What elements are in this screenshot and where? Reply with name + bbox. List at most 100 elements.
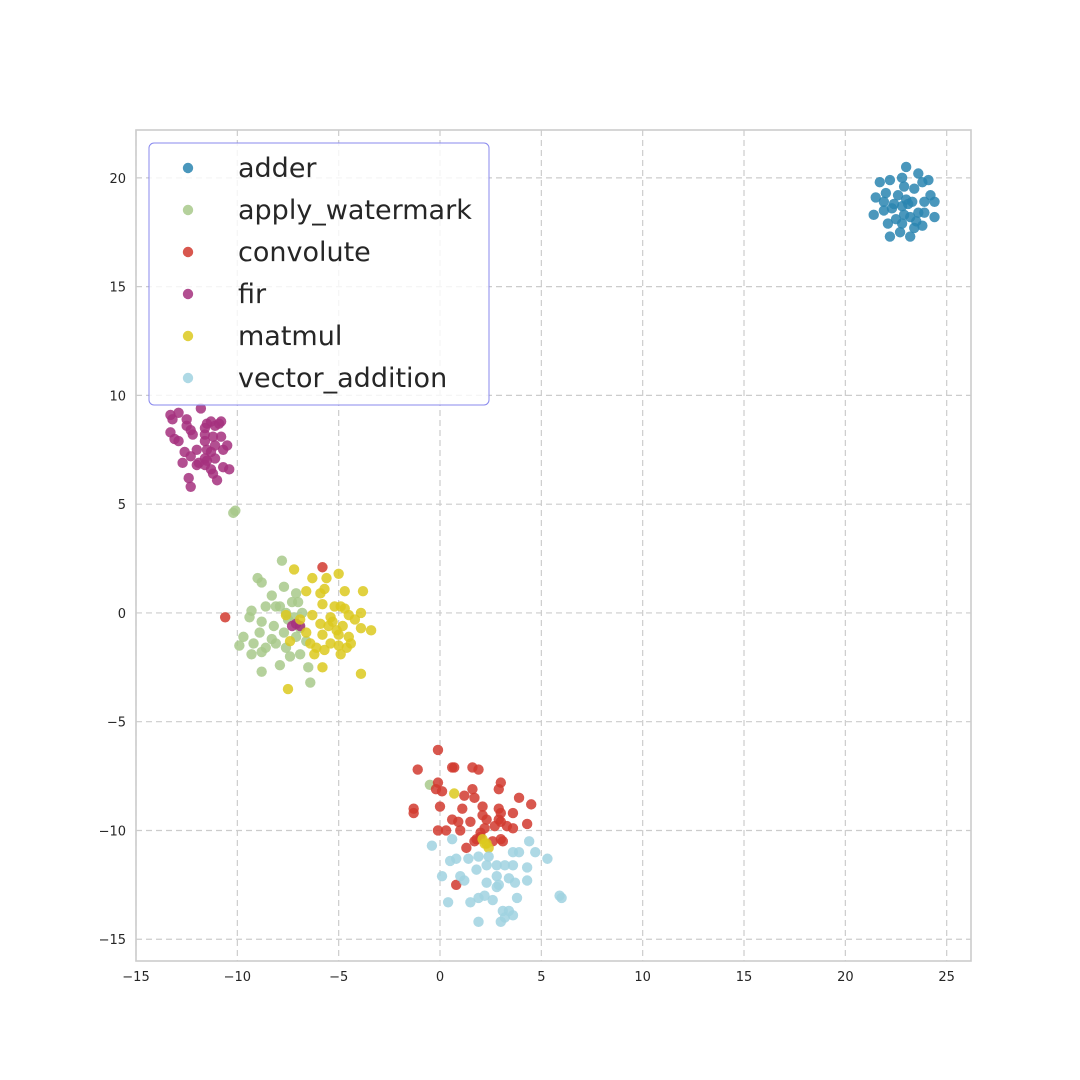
data-point [481, 860, 492, 871]
data-point [511, 892, 523, 904]
data-point [292, 596, 304, 608]
data-point [187, 429, 198, 440]
data-point [333, 640, 344, 651]
data-point [469, 836, 480, 847]
data-point [219, 612, 231, 623]
legend-label: adder [238, 153, 317, 184]
data-point [321, 572, 332, 584]
data-point [453, 816, 464, 827]
data-point [274, 659, 286, 671]
data-point [185, 481, 196, 492]
data-point [191, 444, 203, 455]
data-point [301, 627, 312, 638]
data-point [896, 218, 908, 229]
data-point [286, 620, 298, 632]
data-point [173, 407, 184, 419]
data-point [315, 588, 326, 599]
series-convolute [219, 562, 537, 891]
data-point [177, 457, 188, 469]
data-point [442, 897, 454, 908]
data-point [909, 183, 920, 194]
data-point [513, 792, 525, 804]
data-point [451, 853, 462, 864]
data-point [305, 677, 316, 688]
series-adder [868, 161, 940, 242]
data-point [434, 801, 446, 812]
data-point [888, 198, 900, 210]
data-point [487, 894, 498, 906]
data-point [479, 890, 490, 901]
data-point [451, 879, 462, 891]
data-point [513, 847, 525, 858]
data-point [900, 161, 912, 173]
data-point [507, 823, 519, 834]
data-point [331, 625, 342, 636]
data-point [556, 892, 567, 904]
data-point [317, 599, 328, 610]
data-point [481, 877, 492, 888]
y-tick-label: 20 [109, 172, 126, 187]
data-point [341, 642, 352, 653]
data-point [282, 683, 294, 695]
data-point [284, 651, 296, 662]
data-point [436, 786, 448, 797]
legend-marker [182, 288, 194, 300]
data-point [252, 572, 263, 584]
data-point [173, 435, 184, 447]
data-point [911, 216, 922, 227]
y-tick-label: −5 [107, 716, 126, 731]
data-point [868, 209, 879, 221]
x-tick-label: −5 [329, 970, 348, 985]
y-tick-label: 5 [118, 498, 126, 513]
y-tick-label: 0 [118, 607, 126, 622]
data-point [290, 588, 302, 599]
data-point [317, 662, 328, 673]
data-point [507, 807, 519, 819]
data-point [491, 860, 502, 871]
data-point [355, 607, 367, 619]
data-point [215, 431, 227, 442]
legend-marker [182, 162, 194, 174]
data-point [507, 910, 519, 921]
data-point [463, 853, 474, 864]
data-point [448, 762, 460, 773]
data-point [278, 627, 290, 638]
y-tick-label: −15 [99, 933, 126, 948]
data-point [473, 916, 484, 928]
data-point [266, 590, 277, 601]
data-point [317, 562, 328, 573]
x-axis-tick-labels: −15 −10 −5 0 5 10 15 20 25 [122, 970, 955, 985]
data-point [248, 638, 259, 649]
data-point [919, 207, 930, 218]
data-point [925, 190, 936, 201]
legend-marker [182, 204, 194, 216]
data-point [301, 585, 312, 597]
legend: adder apply_watermark convolute fir matmul ve… [148, 142, 490, 406]
data-point [217, 444, 229, 455]
data-point [493, 783, 504, 795]
data-point [530, 847, 541, 858]
data-point [195, 403, 207, 414]
data-point [288, 564, 300, 575]
data-point [339, 585, 350, 597]
data-point [335, 649, 346, 660]
legend-marker [182, 246, 194, 258]
data-point [471, 864, 482, 875]
data-point [467, 783, 478, 795]
x-tick-label: 15 [736, 970, 753, 985]
data-point [479, 838, 490, 849]
data-point [207, 431, 219, 442]
data-point [491, 870, 502, 882]
x-tick-label: −10 [224, 970, 251, 985]
data-point [440, 825, 452, 836]
data-point [408, 807, 419, 819]
data-point [228, 507, 239, 519]
data-point [260, 601, 271, 612]
data-point [904, 231, 916, 242]
data-point [365, 625, 377, 636]
data-point [256, 666, 267, 677]
data-point [349, 614, 361, 625]
data-point [309, 649, 320, 660]
data-point [256, 616, 267, 627]
